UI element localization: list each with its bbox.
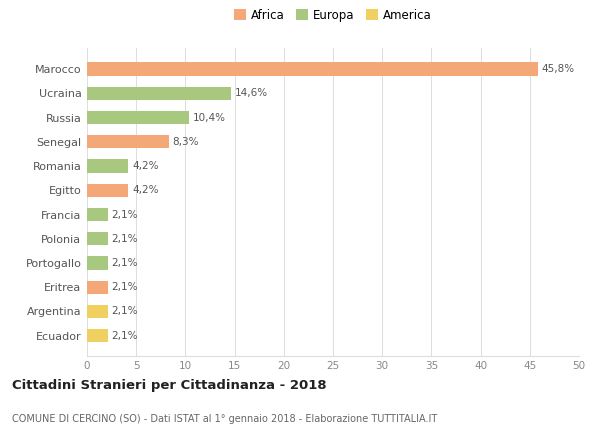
- Text: 2,1%: 2,1%: [112, 282, 138, 292]
- Bar: [87, 232, 107, 246]
- Text: 2,1%: 2,1%: [112, 234, 138, 244]
- Bar: [87, 62, 538, 76]
- Text: 10,4%: 10,4%: [193, 113, 226, 123]
- Bar: [87, 329, 107, 342]
- Text: 4,2%: 4,2%: [132, 185, 159, 195]
- Bar: [87, 87, 230, 100]
- Text: 2,1%: 2,1%: [112, 331, 138, 341]
- Bar: [87, 111, 190, 124]
- Bar: [87, 208, 107, 221]
- Text: 2,1%: 2,1%: [112, 307, 138, 316]
- Text: COMUNE DI CERCINO (SO) - Dati ISTAT al 1° gennaio 2018 - Elaborazione TUTTITALIA: COMUNE DI CERCINO (SO) - Dati ISTAT al 1…: [12, 414, 437, 425]
- Text: 14,6%: 14,6%: [235, 88, 268, 98]
- Bar: [87, 281, 107, 294]
- Bar: [87, 183, 128, 197]
- Text: 2,1%: 2,1%: [112, 258, 138, 268]
- Text: 45,8%: 45,8%: [542, 64, 575, 74]
- Bar: [87, 159, 128, 173]
- Legend: Africa, Europa, America: Africa, Europa, America: [232, 6, 434, 24]
- Bar: [87, 135, 169, 148]
- Text: Cittadini Stranieri per Cittadinanza - 2018: Cittadini Stranieri per Cittadinanza - 2…: [12, 379, 326, 392]
- Bar: [87, 305, 107, 318]
- Text: 8,3%: 8,3%: [173, 137, 199, 147]
- Bar: [87, 257, 107, 270]
- Text: 4,2%: 4,2%: [132, 161, 159, 171]
- Text: 2,1%: 2,1%: [112, 209, 138, 220]
